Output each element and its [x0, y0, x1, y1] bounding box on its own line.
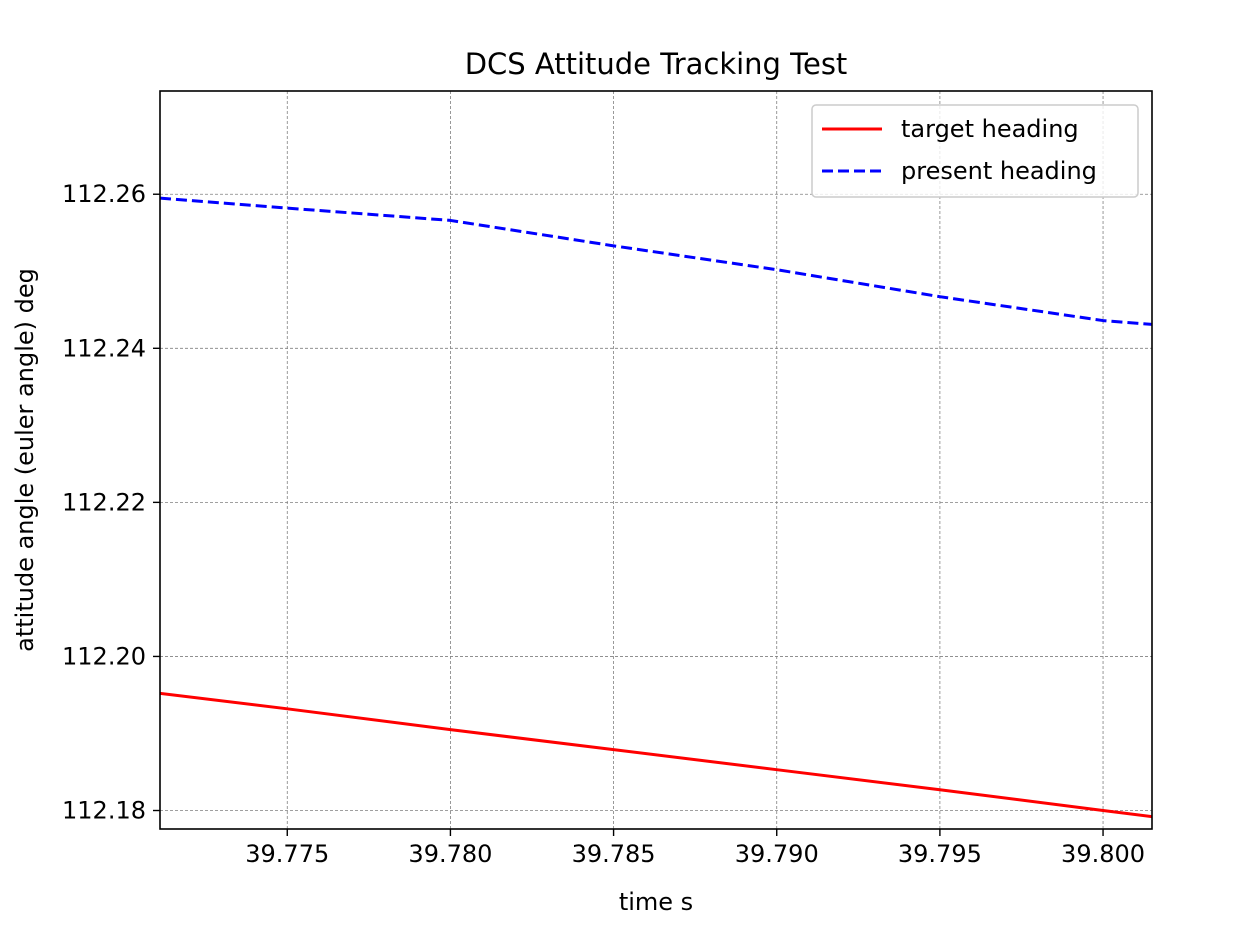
x-tick-label: 39.785 [572, 840, 656, 868]
x-axis-label: time s [619, 888, 693, 916]
x-tick-label: 39.790 [735, 840, 819, 868]
x-tick-label: 39.800 [1061, 840, 1145, 868]
x-tick-label: 39.775 [245, 840, 329, 868]
series-lines [160, 196, 1152, 819]
y-axis-label: attitude angle (euler angle) deg [11, 268, 39, 652]
y-tick-label: 112.22 [62, 488, 146, 516]
legend: target heading present heading [811, 104, 1139, 198]
plot-frame [159, 90, 1153, 830]
x-tick-label: 39.795 [898, 840, 982, 868]
grid [160, 91, 1152, 829]
y-tick-label: 112.26 [62, 180, 146, 208]
y-tick-label: 112.18 [62, 797, 146, 825]
x-tick-label: 39.780 [408, 840, 492, 868]
series-line-1 [160, 196, 1152, 326]
axis-ticks: 39.775 39.780 39.785 39.790 39.795 39.800 112.… [62, 180, 1145, 868]
series-line-0 [160, 691, 1152, 819]
y-tick-label: 112.24 [62, 334, 146, 362]
y-tick-label: 112.20 [62, 642, 146, 670]
legend-box [811, 104, 1139, 198]
chart-title: DCS Attitude Tracking Test [465, 47, 848, 81]
legend-label-1: present heading [901, 157, 1097, 185]
legend-label-0: target heading [901, 115, 1079, 143]
